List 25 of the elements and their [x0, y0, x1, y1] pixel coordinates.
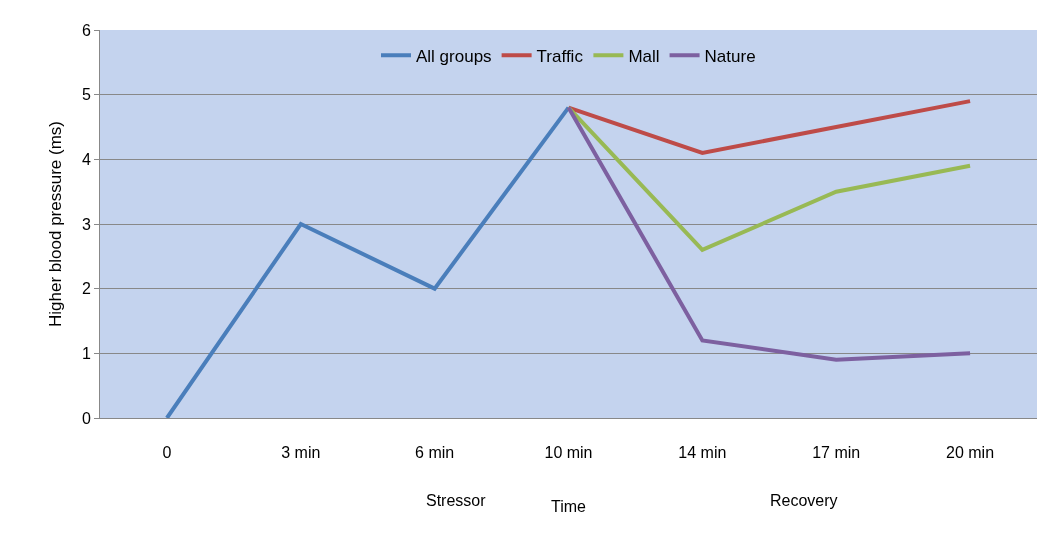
text: Recovery [770, 492, 838, 509]
legend-label: Nature [704, 46, 756, 66]
y-tick-label: 3 [81, 215, 91, 233]
x-tick-label: 6 min [415, 444, 455, 462]
text: Stressor [426, 492, 487, 509]
x-axis-title: Time [551, 497, 587, 515]
x-tick-label: 10 min [544, 444, 593, 462]
y-tick-label: 2 [81, 280, 91, 298]
x-tick-label: 14 min [678, 444, 727, 462]
x-tick-label: 3 min [281, 444, 321, 462]
x-tick-label: 17 min [812, 444, 861, 462]
y-tick-label: 4 [81, 150, 91, 168]
x-tick-label: 0 [162, 444, 172, 462]
legend-label: Traffic [536, 46, 584, 66]
line-series [566, 105, 973, 362]
line-series [164, 105, 571, 418]
y-tick-label: 1 [81, 344, 91, 362]
legend-label: All groups [416, 46, 492, 66]
y-tick-label: 0 [81, 409, 91, 427]
legend-label: Mall [628, 46, 660, 66]
y-tick-label: 5 [81, 86, 91, 104]
line-series [566, 99, 973, 155]
y-axis-title: Higher blood pressure (ms) [46, 121, 66, 327]
y-tick-label: 6 [81, 21, 91, 39]
x-tick-label: 20 min [946, 444, 995, 462]
